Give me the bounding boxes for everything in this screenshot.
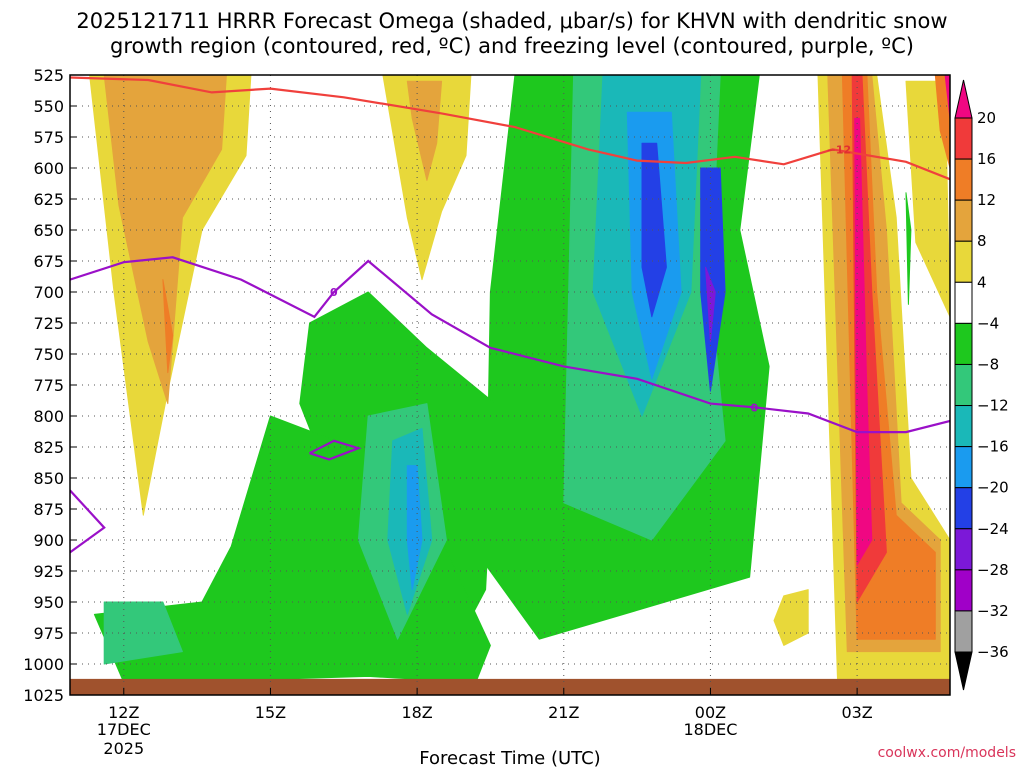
freezing-level-extra-0: [70, 489, 106, 554]
colorbar-label: −20: [977, 479, 1009, 497]
colorbar-segment: [954, 322, 973, 365]
y-tick-label: 875: [33, 500, 64, 519]
colorbar-segment: [954, 405, 973, 448]
colorbar-label: −32: [977, 602, 1009, 620]
x-tick-date: 18DEC: [683, 720, 737, 739]
colorbar-segment: [954, 117, 973, 160]
x-tick-label: 12Z: [108, 703, 139, 722]
colorbar-label: 16: [977, 150, 996, 168]
colorbar-bottom-arrow: [954, 651, 973, 691]
colorbar-segment: [954, 610, 973, 653]
terrain-band: [70, 678, 950, 695]
colorbar-segment: [954, 528, 973, 571]
colorbar-label: −12: [977, 397, 1009, 415]
y-tick-label: 850: [33, 469, 64, 488]
omega-shading-16: [406, 465, 423, 591]
y-tick-label: 950: [33, 593, 64, 612]
y-tick-label: 675: [33, 252, 64, 271]
x-tick-label: 18Z: [401, 703, 432, 722]
colorbar-segment: [954, 446, 973, 489]
y-tick-label: 725: [33, 314, 64, 333]
y-tick-label: 975: [33, 624, 64, 643]
colorbar-label: −36: [977, 643, 1009, 661]
colorbar-segment: [954, 199, 973, 242]
y-tick-label: 775: [33, 376, 64, 395]
chart-title-line2: growth region (contoured, red, ºC) and f…: [110, 34, 914, 58]
omega-shading-22: [854, 117, 873, 566]
colorbar-label: −28: [977, 561, 1009, 579]
y-tick-label: 925: [33, 562, 64, 581]
colorbar-segment: [954, 281, 973, 324]
omega-shading-4: [406, 80, 443, 181]
x-axis-label: Forecast Time (UTC): [419, 748, 600, 768]
freezing-level-label-0: 0: [330, 286, 338, 299]
credit-text: coolwx.com/models: [878, 745, 1016, 761]
y-tick-label: 1025: [23, 686, 64, 705]
y-tick-label: 700: [33, 283, 64, 302]
colorbar-label: −4: [977, 314, 999, 332]
x-tick-year: 2025: [103, 739, 144, 758]
omega-shading-24: [934, 75, 950, 169]
x-tick-label: 00Z: [695, 703, 726, 722]
colorbar-segment: [954, 487, 973, 530]
colorbar-label: 4: [977, 273, 987, 291]
colorbar-label: 12: [977, 191, 996, 209]
colorbar-segment: [954, 158, 973, 201]
y-tick-label: 800: [33, 407, 64, 426]
y-tick-label: 600: [33, 159, 64, 178]
omega-shading-25: [944, 75, 950, 119]
y-tick-label: 550: [33, 97, 64, 116]
colorbar-segment: [954, 569, 973, 612]
omega-shading-17: [103, 601, 183, 665]
colorbar-label: 20: [977, 109, 996, 127]
chart-title-line1: 2025121711 HRRR Forecast Omega (shaded, …: [76, 9, 947, 33]
y-tick-label: 575: [33, 128, 64, 147]
y-tick-label: 525: [33, 66, 64, 85]
dgz-contour-label: −12: [827, 143, 852, 156]
freezing-level-extra-1: [309, 439, 362, 461]
colorbar-segment: [954, 240, 973, 283]
freezing-level-label-1: 0: [750, 401, 758, 414]
y-tick-label: 900: [33, 531, 64, 550]
y-tick-label: 750: [33, 345, 64, 364]
y-tick-label: 650: [33, 221, 64, 240]
colorbar-segment: [954, 363, 973, 407]
omega-shading-1: [103, 75, 227, 405]
plot-area: −12 0 0: [70, 75, 950, 695]
y-tick-label: 825: [33, 438, 64, 457]
dgz-contour-line: [70, 76, 950, 181]
y-tick-label: 625: [33, 190, 64, 209]
omega-shading-2: [162, 279, 174, 374]
colorbar-label: −24: [977, 520, 1009, 538]
omega-shading-11: [641, 142, 667, 318]
colorbar-top-arrow: [954, 79, 973, 119]
freezing-level-line: [70, 256, 950, 434]
colorbar-label: 8: [977, 232, 987, 250]
x-tick-date: 17DEC: [97, 720, 151, 739]
omega-shading-27: [905, 192, 912, 305]
omega-shading-26: [773, 589, 809, 646]
x-tick-label: 03Z: [841, 703, 872, 722]
omega-shading-12: [700, 167, 726, 392]
x-tick-label: 15Z: [255, 703, 286, 722]
colorbar-label: −8: [977, 355, 999, 373]
x-tick-label: 21Z: [548, 703, 579, 722]
colorbar-label: −16: [977, 438, 1009, 456]
y-tick-label: 1000: [23, 655, 64, 674]
